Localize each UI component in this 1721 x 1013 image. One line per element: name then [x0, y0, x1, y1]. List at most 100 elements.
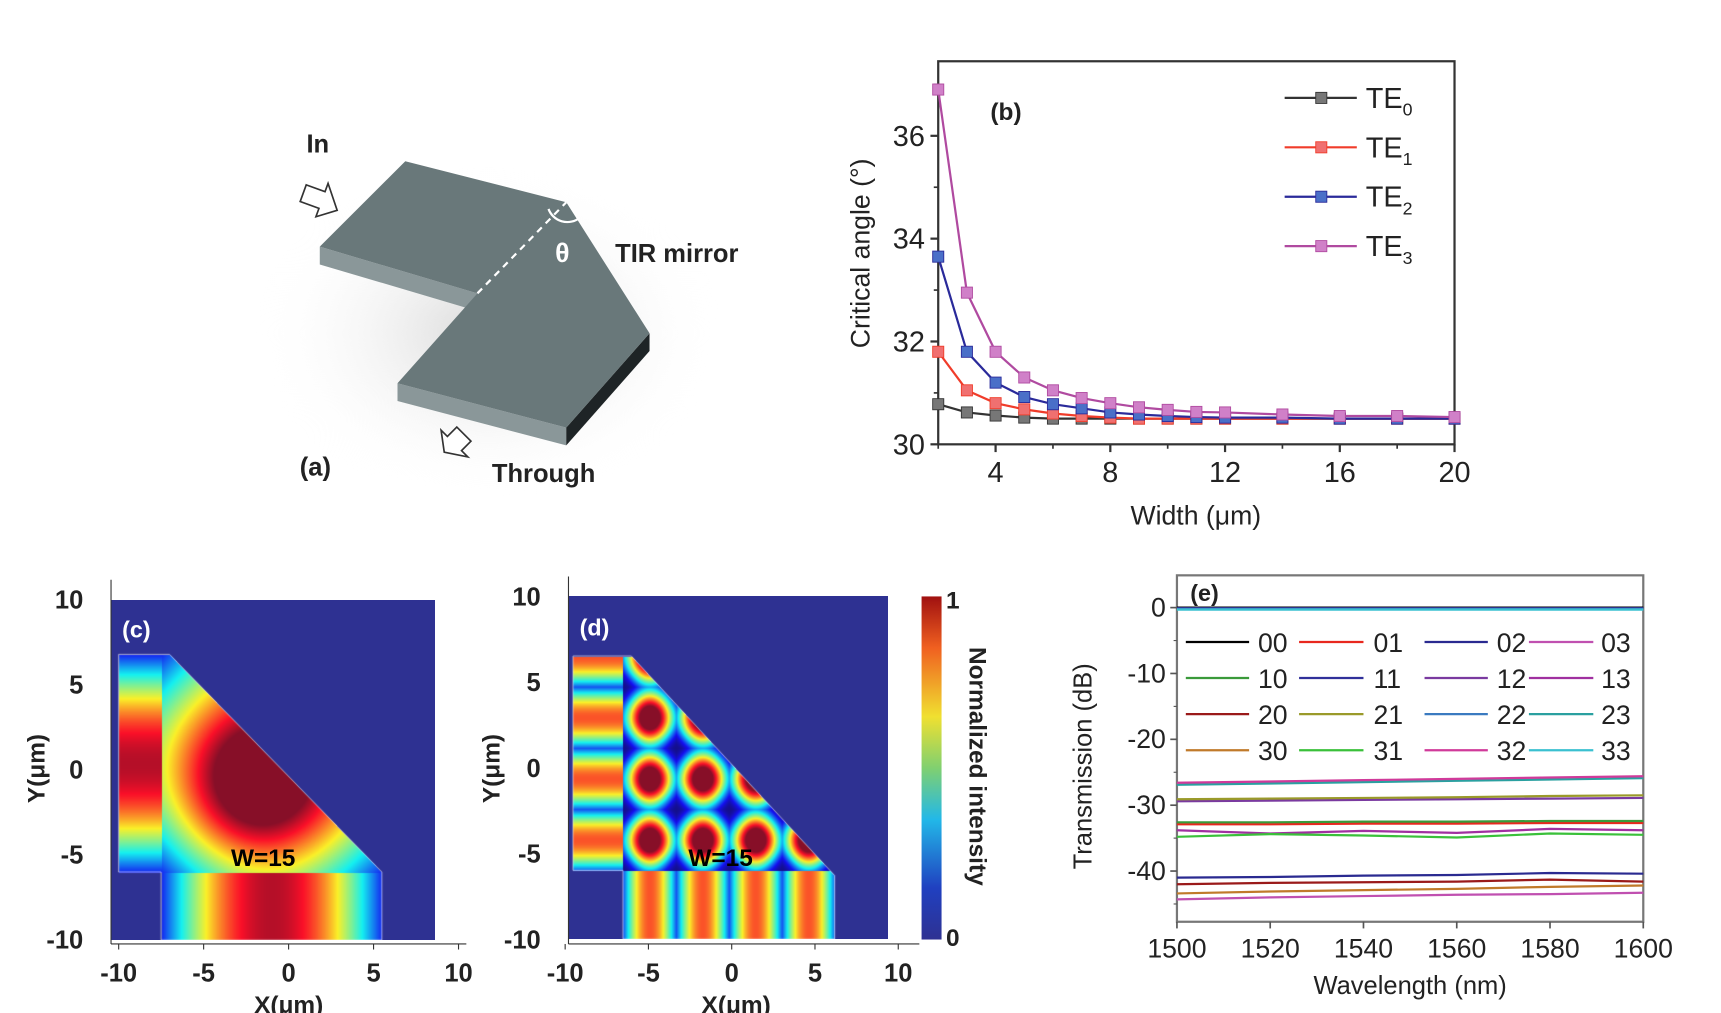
colorbar-max-label: 1 [946, 588, 960, 615]
slab-side-face [397, 383, 567, 446]
data-point-TE3 [1075, 392, 1088, 405]
series-line-32 [1176, 775, 1644, 784]
data-point-TE2 [932, 250, 945, 263]
data-point-TE2 [1046, 398, 1059, 411]
data-point-TE3 [1161, 403, 1174, 416]
data-point-TE1 [989, 397, 1002, 410]
chart-e: 1500 1520 1540 1560 1580 1600 0 -10 -20 -30 -40 00… [1069, 574, 1673, 1000]
colorbar [921, 596, 942, 940]
data-point-TE3 [1448, 411, 1461, 424]
chart-e-ylabel: Transmission (dB) [1069, 663, 1097, 869]
y-tick-label: -5 [518, 841, 541, 869]
x-tick-label: 5 [366, 960, 380, 988]
legend-label-10: 10 [1258, 664, 1288, 694]
colorbar-label: Normalized intensity [963, 647, 990, 886]
legend-label-32: 32 [1497, 736, 1527, 766]
slab-top-face [319, 161, 650, 428]
angle-label: θ [555, 238, 569, 268]
chart-c-ylabel: Y(μm) [23, 734, 50, 803]
legend-label-12: 12 [1497, 664, 1527, 694]
chart-e-xlabel: Wavelength (nm) [1313, 972, 1506, 1000]
data-point-TE2 [1018, 391, 1031, 404]
legend-label-21: 21 [1373, 700, 1403, 730]
y-tick-label: -30 [1127, 790, 1165, 820]
legend-subscript: 1 [1403, 149, 1413, 169]
series-line-12 [1176, 796, 1644, 803]
legend-label-01: 01 [1373, 628, 1403, 658]
x-tick-label: 10 [444, 960, 472, 988]
data-point-TE2 [1075, 402, 1088, 415]
series-line-30 [1176, 884, 1644, 895]
series-line-20 [1176, 878, 1644, 886]
legend-label-20: 20 [1258, 700, 1288, 730]
angle-arc [547, 208, 581, 224]
x-tick-label: -5 [637, 960, 660, 988]
y-tick-label: -10 [1127, 658, 1165, 688]
y-tick-label: 34 [893, 224, 925, 256]
panel-c-label: (c) [122, 617, 150, 643]
y-tick-label: 0 [527, 755, 541, 783]
data-point-TE3 [1219, 406, 1232, 419]
x-tick-label: 16 [1324, 457, 1356, 489]
legend-label-TE1: TE1 [1366, 132, 1413, 169]
data-point-TE3 [1104, 397, 1117, 410]
data-point-TE3 [1190, 405, 1203, 418]
data-point-TE1 [960, 384, 973, 397]
in-label: In [306, 130, 329, 158]
legend-label-13: 13 [1601, 664, 1631, 694]
y-tick-label: 36 [893, 121, 925, 153]
x-tick-label: 1600 [1614, 933, 1673, 963]
data-point-TE3 [1333, 410, 1346, 423]
y-tick-label: 0 [1151, 592, 1166, 622]
data-point-TE3 [1018, 371, 1031, 384]
series-line-03 [1176, 891, 1644, 901]
x-tick-label: -10 [100, 960, 137, 988]
legend-label-02: 02 [1497, 628, 1527, 658]
x-tick-label: 12 [1209, 457, 1241, 489]
legend-label-22: 22 [1497, 700, 1527, 730]
chart-b-xlabel: Width (μm) [1130, 500, 1261, 530]
series-line-21 [1176, 794, 1644, 801]
y-tick-label: 10 [55, 587, 83, 615]
chart-b-ylabel: Critical angle (°) [845, 159, 875, 349]
x-tick-label: -5 [192, 960, 215, 988]
chart-d-xlabel: X(μm) [702, 992, 771, 1013]
y-tick-label: -20 [1127, 724, 1165, 754]
chart-e-frame [1175, 574, 1645, 923]
chart-d-annotation: W=15 [688, 845, 752, 872]
y-tick-label: 0 [69, 757, 83, 785]
data-point-TE3 [1133, 401, 1146, 414]
series-line-31 [1176, 832, 1644, 839]
y-tick-label: 32 [893, 326, 925, 358]
series-line-02 [1176, 871, 1644, 879]
x-tick-label: 20 [1438, 457, 1470, 489]
data-point-TE1 [932, 345, 945, 358]
slab-side-face-dark [566, 333, 650, 446]
slab-side-face [319, 246, 478, 312]
x-tick-label: 0 [282, 960, 296, 988]
series-line-TE2 [937, 256, 1455, 420]
legend-marker-TE1 [1315, 141, 1328, 154]
output-arrow-icon [439, 425, 473, 459]
data-point-TE2 [989, 376, 1002, 389]
y-tick-label: 30 [893, 429, 925, 461]
y-tick-label: 5 [69, 672, 83, 700]
panel-d-label: (d) [580, 614, 610, 640]
chart-c: -10 -5 0 5 10 10 5 0 -5 -10 (c) W=15 X(μm) Y(μm) [23, 579, 473, 1013]
x-tick-label: 8 [1102, 457, 1118, 489]
series-line-01 [1176, 821, 1644, 826]
heatmap-c-field [111, 600, 435, 940]
data-point-TE1 [1018, 403, 1031, 416]
chart-c-xlabel: X(μm) [254, 992, 323, 1013]
data-point-TE0 [932, 398, 945, 411]
legend-label-33: 33 [1601, 736, 1631, 766]
data-point-TE3 [1046, 384, 1059, 397]
series-line-13 [1176, 827, 1644, 835]
series-line-10 [1176, 819, 1644, 824]
y-tick-label: 5 [527, 669, 541, 697]
normal-dashed-line [476, 201, 568, 295]
data-point-TE0 [960, 406, 973, 419]
